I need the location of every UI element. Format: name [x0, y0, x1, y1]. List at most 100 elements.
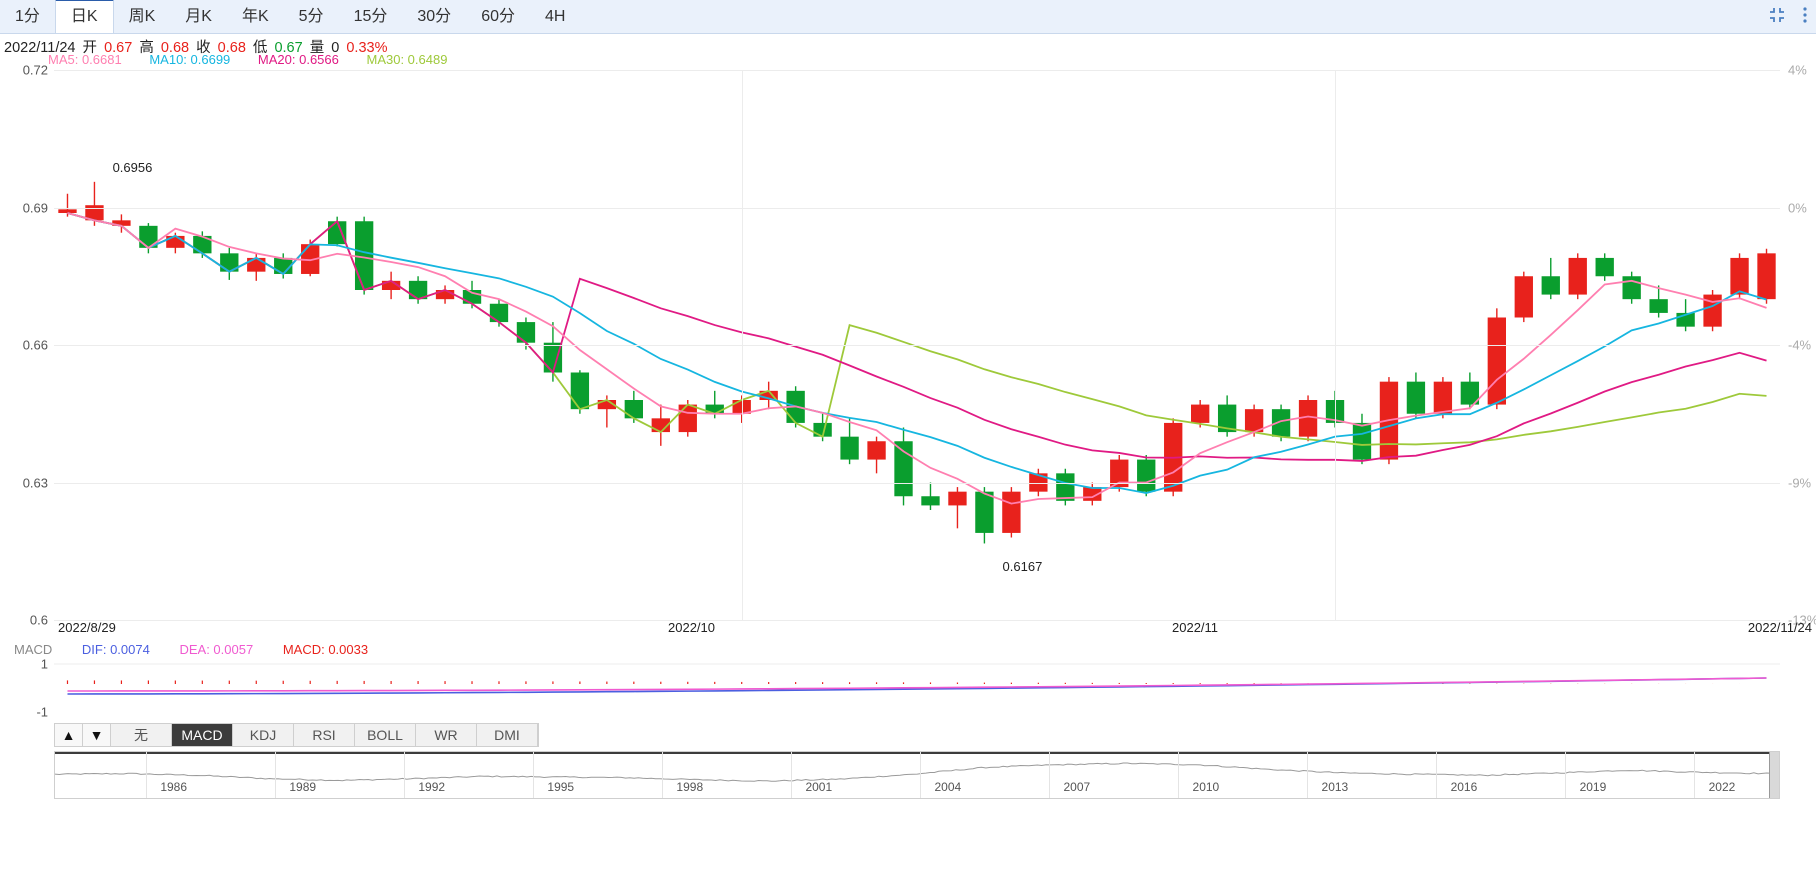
quote-change-pct: 0.33%	[346, 40, 388, 56]
y-axis-pct-label: 0%	[1788, 200, 1807, 215]
quote-line: 2022/11/24 开 0.67 高 0.68 收 0.68 低 0.67 量…	[4, 36, 390, 57]
minimap-tick	[1693, 752, 1695, 798]
minimap-tick	[1306, 752, 1308, 798]
x-axis-date-label: 2022/8/29	[58, 620, 116, 635]
ma5-legend: MA5: 0.6681	[48, 52, 122, 67]
tab-60分[interactable]: 60分	[481, 8, 515, 25]
indicator-button-MACD[interactable]: MACD	[172, 724, 233, 746]
indicator-button-▲[interactable]: ▲	[55, 724, 83, 746]
period-tab-bar[interactable]: 1分 日K 周K 月K 年K 5分 15分 30分 60分 4H	[0, 0, 1816, 34]
quote-close-label: 收	[196, 40, 211, 56]
minimap-tick	[1564, 752, 1566, 798]
tab-5分[interactable]: 5分	[298, 8, 324, 25]
minimap-tick	[661, 752, 663, 798]
minimap-tick	[274, 752, 276, 798]
date-axis: 2022/8/29 2022/10 2022/11 2022/11/24	[0, 620, 1816, 642]
low-price-annotation: 0.6167	[1002, 559, 1043, 575]
minimap-tick	[790, 752, 792, 798]
collapse-icon[interactable]	[1768, 6, 1786, 29]
quote-close-value: 0.68	[217, 40, 246, 56]
minimap-year-label: 1998	[676, 780, 704, 794]
macd-name: MACD	[14, 642, 53, 657]
more-vertical-icon[interactable]	[1802, 6, 1808, 29]
tab-月K[interactable]: 月K	[185, 8, 212, 25]
macd-axis-label: -1	[36, 704, 48, 720]
candlestick-svg	[58, 181, 1776, 544]
minimap-scroll-handle[interactable]	[1769, 752, 1779, 798]
indicator-button-无[interactable]: 无	[111, 724, 172, 746]
macd-value: MACD: 0.0033	[282, 642, 369, 657]
minimap-year-label: 2001	[805, 780, 833, 794]
tab-周K[interactable]: 周K	[128, 8, 156, 25]
moving-average-legend: MA5: 0.6681 MA10: 0.6699 MA20: 0.6566 MA…	[48, 52, 471, 67]
minimap-year-label: 2013	[1321, 780, 1349, 794]
y-axis-label: 0.63	[22, 475, 48, 490]
minimap-year-label: 1995	[547, 780, 575, 794]
macd-dea: DEA: 0.0057	[179, 642, 254, 657]
macd-panel[interactable]: 1 -1	[36, 656, 1780, 720]
minimap-year-label: 2022	[1708, 780, 1736, 794]
ma10-legend: MA10: 0.6699	[149, 52, 231, 67]
quote-volume-value: 0	[331, 40, 340, 56]
timeline-minimap[interactable]: 1986 1989 1992 1995 1998 2001 2004 2007 2010 2013…	[54, 751, 1780, 799]
tab-日K[interactable]: 日K	[54, 0, 114, 33]
indicator-button-bar[interactable]: ▲ ▼ 无 MACD KDJ RSI BOLL WR DMI	[54, 723, 539, 747]
y-axis-label: 0.69	[22, 200, 48, 215]
y-axis-pct-label: -4%	[1788, 337, 1812, 353]
tab-4H[interactable]: 4H	[545, 8, 566, 25]
indicator-button-KDJ[interactable]: KDJ	[233, 724, 294, 746]
y-axis-label: 0.66	[22, 337, 48, 353]
indicator-button-BOLL[interactable]: BOLL	[355, 724, 416, 746]
y-axis-pct-label: -13%	[1788, 612, 1816, 628]
minimap-tick	[919, 752, 921, 798]
macd-dif: DIF: 0.0074	[81, 642, 150, 657]
high-price-annotation: 0.6956	[112, 159, 153, 175]
indicator-button-WR[interactable]: WR	[416, 724, 477, 746]
gridline	[54, 620, 1780, 621]
x-axis-date-label: 2022/11	[1172, 620, 1219, 635]
y-axis-pct-label: -9%	[1788, 475, 1812, 490]
quote-open-value: 0.67	[104, 40, 133, 56]
minimap-year-label: 2004	[934, 780, 962, 794]
indicator-button-▼[interactable]: ▼	[83, 724, 111, 746]
quote-volume-label: 量	[309, 40, 325, 56]
y-axis-label: 0.72	[22, 62, 48, 78]
minimap-tick	[1435, 752, 1437, 798]
y-axis-pct-label: 4%	[1788, 62, 1807, 78]
y-axis-label: 0.6	[29, 612, 48, 628]
indicator-button-DMI[interactable]: DMI	[477, 724, 538, 746]
minimap-year-label: 2007	[1063, 780, 1091, 794]
vertical-gridline	[1335, 70, 1337, 620]
minimap-year-label: 1986	[160, 780, 188, 794]
gridline	[54, 482, 1780, 484]
ma30-legend: MA30: 0.6489	[366, 52, 448, 67]
macd-svg	[54, 663, 1780, 695]
tab-30分[interactable]: 30分	[417, 8, 452, 25]
vertical-gridline	[741, 70, 743, 620]
quote-low-label: 低	[252, 40, 268, 56]
quote-high-label: 高	[139, 40, 154, 56]
macd-legend: MACD DIF: 0.0074 DEA: 0.0057 MACD: 0.003…	[14, 642, 394, 657]
minimap-tick	[532, 752, 534, 798]
indicator-button-RSI[interactable]: RSI	[294, 724, 355, 746]
x-axis-date-label: 2022/10	[668, 620, 715, 635]
minimap-tick	[145, 752, 147, 798]
minimap-tick	[403, 752, 405, 798]
quote-date: 2022/11/24	[4, 40, 76, 56]
ma20-legend: MA20: 0.6566	[257, 52, 339, 67]
minimap-tick	[1177, 752, 1179, 798]
tab-年K[interactable]: 年K	[241, 8, 269, 25]
price-plot-area[interactable]: 0.72 4% 0.69 0% 0.66 -4% 0.63 -9% 0.6 -13% 0.6956 0…	[23, 63, 1816, 628]
price-chart[interactable]: 0.72 4% 0.69 0% 0.66 -4% 0.63 -9% 0.6 -13% 0.6956 0…	[0, 63, 1816, 628]
minimap-year-label: 1989	[289, 780, 317, 794]
macd-axis-label: 1	[40, 656, 48, 672]
gridline	[54, 207, 1780, 209]
gridline	[54, 70, 1780, 71]
tab-15分[interactable]: 15分	[353, 8, 388, 25]
quote-open-label: 开	[82, 40, 98, 56]
x-axis-date-label: 2022/11/24	[1747, 620, 1812, 635]
tab-1分[interactable]: 1分	[15, 8, 40, 25]
gridline	[54, 345, 1780, 346]
minimap-year-label: 2019	[1579, 780, 1607, 794]
quote-low-value: 0.67	[274, 40, 303, 56]
